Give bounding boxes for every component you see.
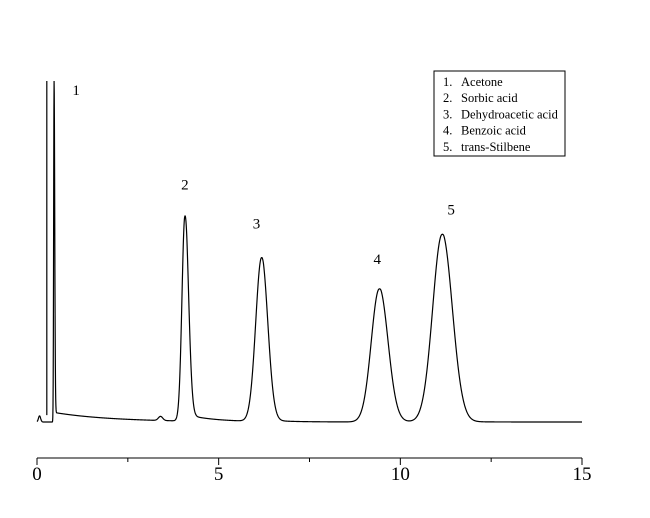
legend-item-number: 3.	[443, 107, 452, 121]
x-axis: 0 5 10 15	[32, 457, 592, 485]
peak-label-2: 2	[181, 177, 189, 193]
legend-item-number: 1.	[443, 75, 452, 89]
legend: 1. Acetone 2. Sorbic acid 3. Dehydroacetic ac…	[433, 70, 566, 157]
legend-item-name: trans-Stilbene	[461, 140, 531, 154]
x-tick-label: 0	[32, 464, 42, 485]
legend-item-name: Benzoic acid	[461, 124, 527, 138]
peak-label-1: 1	[72, 83, 80, 99]
legend-item-name: Acetone	[461, 75, 503, 89]
peak-label-3: 3	[253, 216, 261, 232]
legend-item-number: 5.	[443, 140, 452, 154]
legend-box	[433, 70, 566, 157]
legend-item-number: 2.	[443, 91, 452, 105]
legend-item-name: Dehydroacetic acid	[461, 107, 559, 121]
peak-label-4: 4	[374, 252, 382, 268]
peak-label-5: 5	[447, 202, 455, 218]
x-tick-label: 10	[391, 464, 410, 485]
peak-labels: 1 2 3 4 5	[72, 83, 455, 268]
x-tick-label: 15	[573, 464, 592, 485]
legend-item-number: 4.	[443, 124, 452, 138]
chromatogram-trace	[36, 80, 582, 423]
x-tick-label: 5	[214, 464, 224, 485]
trace-layer	[36, 80, 582, 423]
legend-item-name: Sorbic acid	[461, 91, 518, 105]
